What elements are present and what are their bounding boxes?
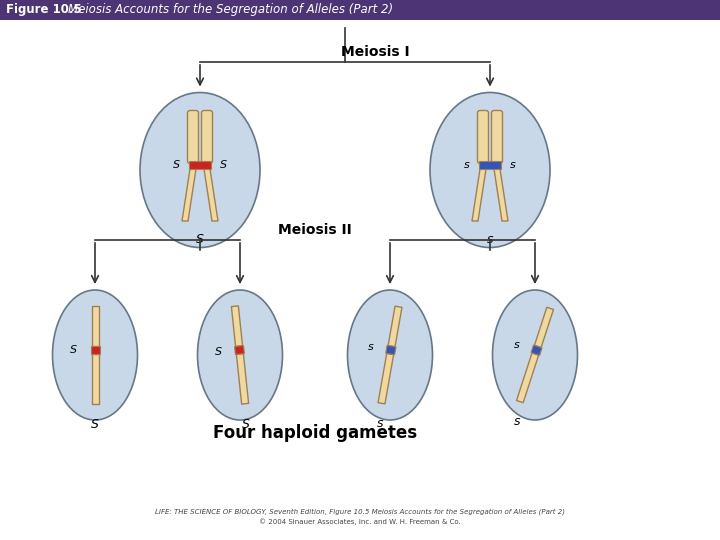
Text: Four haploid gametes: Four haploid gametes (213, 424, 417, 442)
Text: Meiosis I: Meiosis I (341, 45, 409, 59)
Text: LIFE: THE SCIENCE OF BIOLOGY, Seventh Edition, Figure 10.5 Meiosis Accounts for : LIFE: THE SCIENCE OF BIOLOGY, Seventh Ed… (155, 509, 565, 515)
FancyBboxPatch shape (202, 111, 212, 164)
Polygon shape (236, 354, 248, 404)
Polygon shape (516, 353, 539, 403)
Text: s: s (368, 342, 374, 352)
Polygon shape (235, 346, 244, 354)
Text: s: s (514, 340, 520, 350)
Text: s: s (377, 417, 383, 430)
Text: s: s (513, 415, 520, 428)
Bar (0, 0, 720, 20)
Text: s: s (487, 233, 493, 246)
Polygon shape (388, 306, 402, 347)
Polygon shape (386, 346, 396, 355)
Polygon shape (231, 306, 243, 347)
Bar (479, 161, 501, 169)
Text: S: S (215, 347, 222, 357)
FancyBboxPatch shape (477, 111, 488, 164)
Bar (189, 161, 211, 169)
Text: © 2004 Sinauer Associates, Inc. and W. H. Freeman & Co.: © 2004 Sinauer Associates, Inc. and W. H… (259, 518, 461, 525)
Ellipse shape (492, 290, 577, 420)
Text: S: S (196, 233, 204, 246)
Text: s: s (510, 160, 516, 170)
Polygon shape (182, 169, 196, 221)
Text: Meiosis Accounts for the Segregation of Alleles (Part 2): Meiosis Accounts for the Segregation of … (68, 3, 394, 17)
Polygon shape (378, 353, 394, 404)
Text: S: S (71, 345, 78, 355)
Text: Meiosis II: Meiosis II (278, 223, 352, 237)
Polygon shape (531, 345, 542, 355)
Text: Figure 10.5: Figure 10.5 (6, 3, 90, 17)
Polygon shape (91, 354, 99, 404)
Ellipse shape (197, 290, 282, 420)
Ellipse shape (140, 92, 260, 247)
Text: S: S (220, 160, 227, 170)
FancyBboxPatch shape (187, 111, 199, 164)
Polygon shape (91, 346, 99, 354)
Text: S: S (242, 417, 250, 431)
Text: S: S (173, 160, 180, 170)
Text: s: s (464, 160, 470, 170)
Polygon shape (204, 169, 218, 221)
Ellipse shape (53, 290, 138, 420)
Ellipse shape (430, 92, 550, 247)
FancyBboxPatch shape (492, 111, 503, 164)
Polygon shape (534, 307, 554, 348)
Text: S: S (91, 418, 99, 431)
Polygon shape (472, 169, 486, 221)
Ellipse shape (348, 290, 433, 420)
Polygon shape (494, 169, 508, 221)
Polygon shape (91, 306, 99, 346)
